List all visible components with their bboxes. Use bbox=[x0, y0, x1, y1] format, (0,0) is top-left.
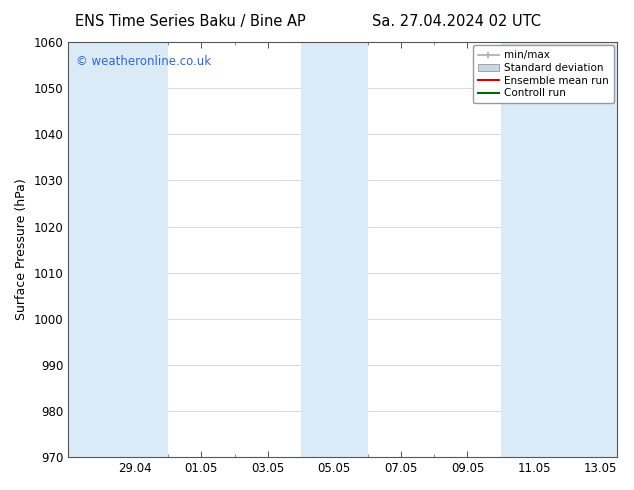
Bar bbox=[501, 42, 618, 457]
Text: ENS Time Series Baku / Bine AP: ENS Time Series Baku / Bine AP bbox=[75, 14, 306, 29]
Bar bbox=[68, 42, 101, 457]
Legend: min/max, Standard deviation, Ensemble mean run, Controll run: min/max, Standard deviation, Ensemble me… bbox=[473, 45, 614, 103]
Bar bbox=[301, 42, 368, 457]
Text: Sa. 27.04.2024 02 UTC: Sa. 27.04.2024 02 UTC bbox=[372, 14, 541, 29]
Y-axis label: Surface Pressure (hPa): Surface Pressure (hPa) bbox=[15, 179, 28, 320]
Text: © weatheronline.co.uk: © weatheronline.co.uk bbox=[77, 54, 212, 68]
Bar bbox=[101, 42, 168, 457]
